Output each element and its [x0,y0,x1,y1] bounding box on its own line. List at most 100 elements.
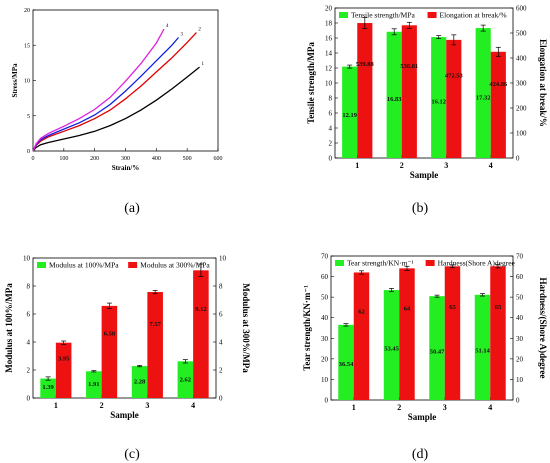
bar-left [177,361,194,398]
left-y-tick-label: 30 [321,335,329,343]
left-y-tick-label: 0 [27,395,31,403]
x-tick-label: 0 [32,156,35,162]
data-label-right: 65 [449,304,456,311]
series-end-label: 2 [198,28,201,33]
bar-left [475,28,491,158]
bar-left [86,371,102,398]
data-label-right: 424.86 [489,81,508,88]
left-y-tick-label: 16 [325,35,333,43]
bar-left [383,290,400,400]
right-y-axis-title: Modulus at 300%/MPa [241,283,251,373]
data-label-right: 64 [404,305,411,312]
left-y-tick-label: 4 [329,125,333,133]
right-y-tick-label: 30 [516,335,524,343]
legend-label-left: Tensile strength/MPa [351,11,416,20]
bar-right [357,23,373,159]
category-label: 4 [488,403,492,412]
data-label-right: 472.53 [445,73,464,80]
panel-a-line-chart: 0 100 200 300 400 500 600 0 5 10 15 20 Strain/% Stres… [11,8,223,172]
legend-swatch-left [37,262,46,268]
category-label: 3 [443,403,447,412]
data-label-left: 1.91 [88,381,99,388]
y-tick-label: 0 [27,149,30,155]
right-y-axis-title: Elongation at break/% [538,39,548,127]
series-line-1 [32,66,200,152]
panel-d-bar-chart: 0 10 20 30 40 50 60 70 0 10 20 30 40 50 60 70 1 36.54 62 2 5… [302,253,548,423]
left-y-tick-label: 60 [321,273,329,281]
right-y-tick-label: 40 [516,314,524,322]
y-tick-label: 10 [24,79,30,85]
data-label-left: 1.39 [42,384,54,391]
right-y-tick-label: 200 [516,105,527,113]
legend-swatch-left [335,260,344,266]
legend-swatch-right [425,260,435,266]
series-line-3 [32,37,179,152]
data-label-left: 16.12 [431,99,446,106]
right-y-tick-label: 300 [516,80,527,88]
series-line-2 [32,32,197,152]
category-label: 2 [100,401,104,410]
x-tick-label: 300 [121,156,130,162]
data-label-right: 530.81 [400,63,418,70]
category-label: 3 [145,401,149,410]
x-tick-label: 100 [59,156,68,162]
category-label: 4 [191,401,195,410]
data-label-left: 53.45 [384,346,399,353]
data-label-right: 539.88 [356,61,375,68]
right-y-tick-label: 10 [219,255,227,263]
left-y-tick-label: 20 [325,5,333,13]
series-end-label: 3 [181,32,184,37]
legend-label-left: Tear strength/KN·m⁻¹ [347,259,414,268]
left-y-axis-title: Modulus at 100%/MPa [4,283,14,373]
bar-left [342,66,358,158]
legend-swatch-left [339,12,348,18]
x-tick-label: 600 [214,156,223,162]
right-y-tick-label: 60 [516,273,524,281]
right-y-tick-label: 0 [516,397,520,405]
data-label-left: 50.47 [430,348,445,355]
bar-left [386,31,402,158]
data-label-left: 2.62 [180,376,191,383]
y-axis-title: Stress/MPa [11,63,19,98]
data-label-right: 7.57 [149,321,161,328]
panel-c-bar-chart: 0 2 4 6 8 10 0 2 4 6 8 10 1 1.39 3.95 2 1.91 6.58 3 2.28 7.5… [4,255,251,421]
bar-right [353,272,370,400]
data-label-left: 51.14 [475,348,490,355]
x-tick-label: 500 [183,156,192,162]
right-y-axis-title: Hardness/(Shore A)degree [538,278,548,379]
left-y-tick-label: 14 [325,50,333,58]
bar-left [40,378,56,398]
left-y-tick-label: 6 [329,110,333,118]
bar-right [399,268,415,400]
data-label-right: 62 [358,308,365,315]
legend-label-right: Elongation at break/% [440,11,507,20]
legend-label-right: Hardness(Shore A)degree [438,259,516,268]
right-y-tick-label: 100 [516,130,527,138]
left-y-tick-label: 40 [321,314,329,322]
legend-swatch-right [427,12,437,18]
bar-left [474,294,491,400]
bar-left [429,296,445,400]
category-label: 1 [54,401,58,410]
bar-left [131,366,148,398]
data-label-left: 17.32 [476,95,491,102]
bar-right [147,292,163,398]
y-tick-label: 5 [27,114,30,120]
x-axis-title: Strain/% [112,164,140,172]
bar-right [444,266,461,400]
x-tick-label: 200 [90,156,99,162]
left-y-axis-title: Tear strength/KN·m⁻¹ [302,285,312,371]
data-label-right: 3.95 [58,355,70,362]
left-y-tick-label: 12 [325,65,333,73]
category-label: 2 [400,161,404,170]
data-label-right: 6.58 [104,330,116,337]
bar-left [431,37,447,158]
right-y-tick-label: 500 [516,30,527,38]
category-label: 2 [397,403,401,412]
y-tick-label: 15 [24,43,30,49]
bar-right [401,25,417,158]
panel-b-bar-chart: 024681012141618200100200300400500600112.… [306,5,548,181]
panel-label-b: (b) [412,201,429,216]
data-label-right: 9.12 [195,306,206,313]
